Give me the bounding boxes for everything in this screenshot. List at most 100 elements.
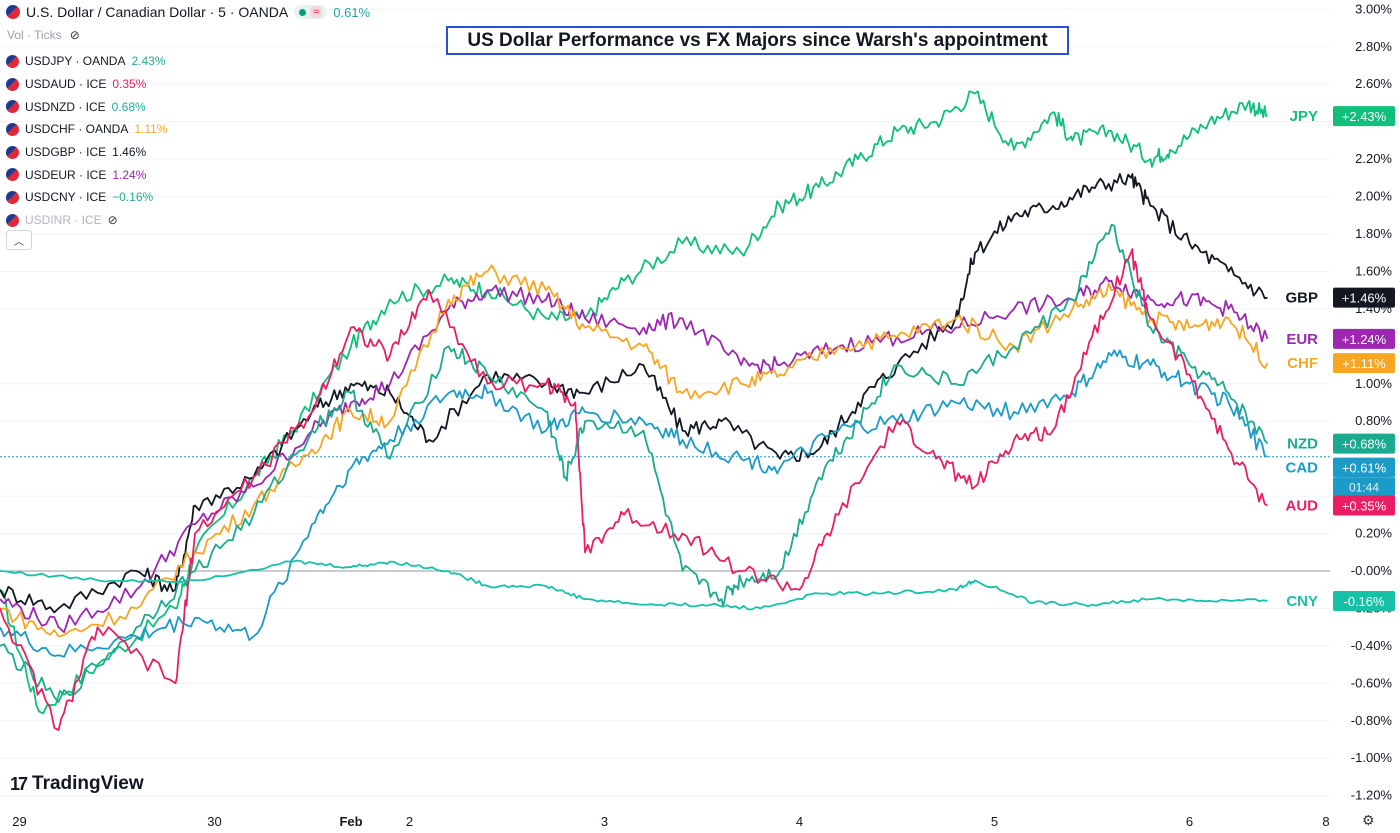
- legend-label: USDAUD · ICE: [25, 77, 107, 92]
- legend-value: 1.46%: [112, 145, 147, 160]
- tradingview-logo: 17 TradingView: [10, 773, 144, 795]
- value-tag-text-nzd: +0.68%: [1342, 437, 1387, 452]
- x-tick-label: 2: [406, 814, 413, 829]
- x-tick-label: 30: [207, 814, 221, 829]
- value-tag-text-cad: +0.61%: [1342, 461, 1387, 476]
- legend-label: USDCNY · ICE: [25, 190, 107, 205]
- legend-row[interactable]: USDCHF · OANDA 1.11%: [6, 118, 167, 141]
- header-change: 0.61%: [333, 4, 371, 20]
- y-tick-label: -0.60%: [1351, 675, 1393, 690]
- legend-row[interactable]: USDEUR · ICE 1.24%: [6, 163, 167, 186]
- vol-label: Vol · Ticks: [7, 28, 62, 42]
- value-tag-chf: [1333, 353, 1395, 374]
- value-tag-text-cny: -0.16%: [1343, 594, 1385, 609]
- series-name-label-aud: AUD: [1286, 497, 1319, 514]
- flag-icon: [6, 100, 19, 114]
- eye-hidden-icon[interactable]: ⊘: [69, 28, 80, 42]
- flag-icon: [6, 54, 19, 68]
- legend-value: 0.68%: [111, 99, 146, 114]
- series-line-nzd: [0, 223, 1269, 703]
- series-name-label-jpy: JPY: [1290, 108, 1318, 125]
- logo-text: TradingView: [32, 773, 144, 794]
- compare-legend: USDJPY · OANDA 2.43% USDAUD · ICE 0.35% USDN…: [6, 50, 167, 232]
- series-name-label-eur: EUR: [1286, 331, 1318, 348]
- flag-icon: [6, 122, 19, 136]
- series-line-gbp: [0, 173, 1268, 614]
- value-tag-text-jpy: +2.43%: [1342, 109, 1387, 124]
- value-tag-cad: [1333, 457, 1395, 478]
- value-tag-gbp: [1333, 287, 1395, 308]
- y-tick-label: -0.00%: [1351, 563, 1393, 578]
- series-line-eur: [0, 276, 1269, 634]
- x-tick-label: Feb: [339, 814, 362, 829]
- legend-value: −0.16%: [112, 190, 154, 205]
- chevron-up-icon: ︿: [14, 236, 24, 248]
- series-line-aud: [0, 248, 1268, 731]
- series-line-jpy: [0, 90, 1268, 715]
- x-tick-label: 3: [601, 814, 608, 829]
- series-name-label-chf: CHF: [1287, 355, 1318, 372]
- series-line-cny: [0, 559, 1268, 611]
- eye-hidden-icon[interactable]: ⊘: [107, 213, 118, 228]
- value-tag-cny: [1333, 590, 1395, 611]
- x-axis[interactable]: 29 30 Feb 2 3 4 5 6 8: [12, 814, 1329, 829]
- value-tag-text-eur: +1.24%: [1342, 332, 1387, 347]
- value-tag-text-gbp: +1.46%: [1342, 291, 1387, 306]
- series-name-label-nzd: NZD: [1287, 436, 1318, 453]
- flag-icon: [6, 190, 19, 204]
- legend-label: USDEUR · ICE: [25, 167, 107, 182]
- legend-row[interactable]: USDINR · ICE ⊘: [6, 209, 167, 232]
- flag-icon: [6, 5, 20, 19]
- market-status-pill[interactable]: ≈: [294, 5, 328, 19]
- legend-value: 1.11%: [134, 122, 168, 137]
- series-name-label-cad: CAD: [1286, 460, 1319, 477]
- y-tick-label: 2.00%: [1355, 189, 1392, 204]
- grid-lines: [0, 8, 1330, 797]
- y-tick-label: 2.80%: [1355, 39, 1392, 54]
- collapse-legend-button[interactable]: ︿: [6, 230, 32, 250]
- legend-row[interactable]: USDGBP · ICE 1.46%: [6, 141, 167, 164]
- x-tick-label: 8: [1322, 814, 1329, 829]
- flag-icon: [6, 145, 19, 159]
- y-tick-label: 1.00%: [1355, 376, 1392, 391]
- symbol-title[interactable]: U.S. Dollar / Canadian Dollar · 5 · OAND…: [26, 4, 289, 20]
- series-line-chf: [0, 264, 1269, 638]
- value-tag-text-aud: +0.35%: [1342, 498, 1387, 513]
- legend-row[interactable]: USDNZD · ICE 0.68%: [6, 95, 167, 118]
- y-tick-label: 1.80%: [1355, 226, 1392, 241]
- legend-row[interactable]: USDJPY · OANDA 2.43%: [6, 50, 167, 73]
- y-tick-label: 1.60%: [1355, 263, 1392, 278]
- y-tick-label: -1.00%: [1351, 750, 1393, 765]
- legend-label: USDINR · ICE: [25, 213, 102, 228]
- legend-row[interactable]: USDAUD · ICE 0.35%: [6, 73, 167, 96]
- settings-gear-icon[interactable]: ⚙: [1362, 812, 1375, 828]
- y-tick-label: -1.20%: [1351, 788, 1393, 803]
- y-tick-label: 2.20%: [1355, 151, 1392, 166]
- chart-title: US Dollar Performance vs FX Majors since…: [446, 26, 1069, 55]
- y-tick-label: 2.60%: [1355, 76, 1392, 91]
- y-tick-label: 0.80%: [1355, 413, 1392, 428]
- value-tag-eur: [1333, 328, 1395, 349]
- legend-value: 0.35%: [112, 77, 147, 92]
- symbol-header[interactable]: U.S. Dollar / Canadian Dollar · 5 · OAND…: [6, 4, 370, 20]
- legend-label: USDNZD · ICE: [25, 99, 106, 114]
- volume-indicator[interactable]: Vol · Ticks ⊘: [7, 28, 80, 42]
- legend-label: USDGBP · ICE: [25, 145, 107, 160]
- value-tag-text-chf: +1.11%: [1342, 356, 1386, 371]
- legend-label: USDCHF · OANDA: [25, 122, 129, 137]
- series-lines: [0, 90, 1269, 731]
- legend-value: 1.24%: [112, 167, 147, 182]
- approx-icon: ≈: [310, 6, 323, 18]
- series-name-label-gbp: GBP: [1285, 290, 1318, 307]
- flag-icon: [6, 168, 19, 182]
- flag-icon: [6, 213, 19, 227]
- x-tick-label: 6: [1186, 814, 1193, 829]
- legend-row[interactable]: USDCNY · ICE −0.16%: [6, 186, 167, 209]
- y-tick-label: -0.40%: [1351, 638, 1393, 653]
- legend-value: 2.43%: [131, 54, 166, 69]
- flag-icon: [6, 77, 19, 91]
- countdown-tag: [1333, 477, 1395, 496]
- series-line-cad: [0, 349, 1268, 658]
- value-tag-nzd: [1333, 433, 1395, 454]
